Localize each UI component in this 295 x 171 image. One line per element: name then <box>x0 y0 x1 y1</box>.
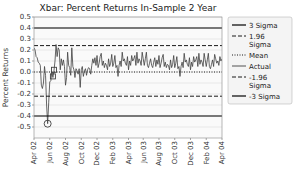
tick-label: Aug 03 <box>155 141 163 166</box>
tick-mark <box>158 138 159 140</box>
tick-mark <box>97 138 98 140</box>
tick-mark <box>65 138 66 140</box>
tick-label: -0.1 <box>17 79 31 87</box>
tick-mark <box>34 138 35 140</box>
grid-line <box>34 105 222 106</box>
tick-label: Jun 03 <box>140 141 148 164</box>
legend-label: 1.96Sigma <box>249 33 271 49</box>
legend-label: -1.96Sigma <box>249 74 271 90</box>
outlier-marker <box>51 67 56 72</box>
grid-line <box>34 50 222 51</box>
outlier-marker <box>44 120 51 127</box>
title: Xbar: Percent Returns In-Sample 2 Year <box>40 3 217 13</box>
tick-mark <box>143 138 144 140</box>
tick-label: -0.3 <box>17 101 31 109</box>
legend-handle <box>232 66 246 67</box>
tick-mark <box>190 138 191 140</box>
legend-label-line: 3 Sigma <box>249 22 278 30</box>
tick-label: Dec 02 <box>93 141 101 166</box>
legend-label: Actual <box>249 63 271 71</box>
tick-mark <box>128 138 129 140</box>
tick-label: Oct 02 <box>78 141 86 164</box>
reference-line <box>34 72 222 73</box>
reference-line <box>34 96 222 97</box>
tick-mark <box>174 138 175 140</box>
legend-handle <box>232 95 246 96</box>
y-axis-label: Percent Returns <box>1 48 10 107</box>
legend-label-line: Actual <box>249 63 271 71</box>
tick-label: 0.4 <box>20 24 32 32</box>
grid-line <box>34 39 222 40</box>
tick-label: Feb 03 <box>109 141 117 165</box>
plot-frame <box>34 17 222 138</box>
chart: -0.5 -0.4 -0.3 -0.2 -0.1 0.0 0.1 0.2 0.3 0.4 0.5 Ap… <box>0 0 295 171</box>
tick-mark <box>49 138 50 140</box>
tick-mark <box>81 138 82 140</box>
tick-label: Apr 03 <box>125 141 133 164</box>
data-layer <box>34 28 222 127</box>
plot-area <box>34 17 222 138</box>
legend-label-line: Mean <box>249 52 268 60</box>
tick-label: Jun 02 <box>46 141 54 164</box>
data-line <box>34 45 222 124</box>
tick-label: -0.2 <box>17 90 31 98</box>
tick-label: Feb 04 <box>203 140 211 164</box>
tick-label: -0.4 <box>17 112 31 120</box>
legend-label-line: -3 Sigma <box>249 93 280 101</box>
tick-label: Oct 03 <box>171 141 179 164</box>
tick-label: 0.5 <box>20 13 31 21</box>
legend-frame <box>228 17 292 104</box>
y-axis: -0.5 -0.4 -0.3 -0.2 -0.1 0.0 0.1 0.2 0.3 0.4 0.5 <box>17 13 222 131</box>
legend-handle <box>232 77 246 78</box>
reference-line <box>34 27 222 28</box>
tick-label: Apr 04 <box>218 140 226 164</box>
reference-line <box>34 115 222 116</box>
tick-label: Apr 02 <box>30 141 38 164</box>
tick-label: 0.2 <box>20 46 31 54</box>
outlier-marker <box>50 74 55 79</box>
legend-label-line: 1.96 <box>249 33 265 41</box>
legend-label: 3 Sigma <box>249 22 278 30</box>
legend-label: Mean <box>249 52 268 60</box>
tick-label: 0.1 <box>20 57 31 65</box>
legend-label-line: Sigma <box>249 82 271 90</box>
grid-line <box>34 94 222 95</box>
grid-line <box>34 83 222 84</box>
tick-mark <box>112 138 113 140</box>
grid-line <box>34 127 222 128</box>
grid-line <box>34 28 222 29</box>
tick-label: 0.0 <box>20 68 31 76</box>
tick-mark <box>206 138 207 140</box>
tick-label: -0.5 <box>17 123 31 131</box>
tick-label: Aug 02 <box>62 141 70 166</box>
legend: 3 Sigma1.96SigmaMeanActual-1.96Sigma-3 S… <box>228 17 292 104</box>
legend-handle <box>232 36 246 37</box>
legend-label: -3 Sigma <box>249 93 280 101</box>
legend-label-line: -1.96 <box>249 74 268 82</box>
grid-line <box>34 72 222 73</box>
tick-label: 0.3 <box>20 35 31 43</box>
reference-line <box>34 45 222 46</box>
x-axis: Apr 02 Jun 02 Aug 02 Oct 02 Dec 02 Feb 03 Apr … <box>30 138 226 166</box>
legend-handle <box>232 24 246 25</box>
legend-handle <box>232 55 246 56</box>
tick-mark <box>222 138 223 140</box>
grid-line <box>34 116 222 117</box>
legend-label-line: Sigma <box>249 41 271 49</box>
tick-label: Dec 03 <box>187 141 195 166</box>
